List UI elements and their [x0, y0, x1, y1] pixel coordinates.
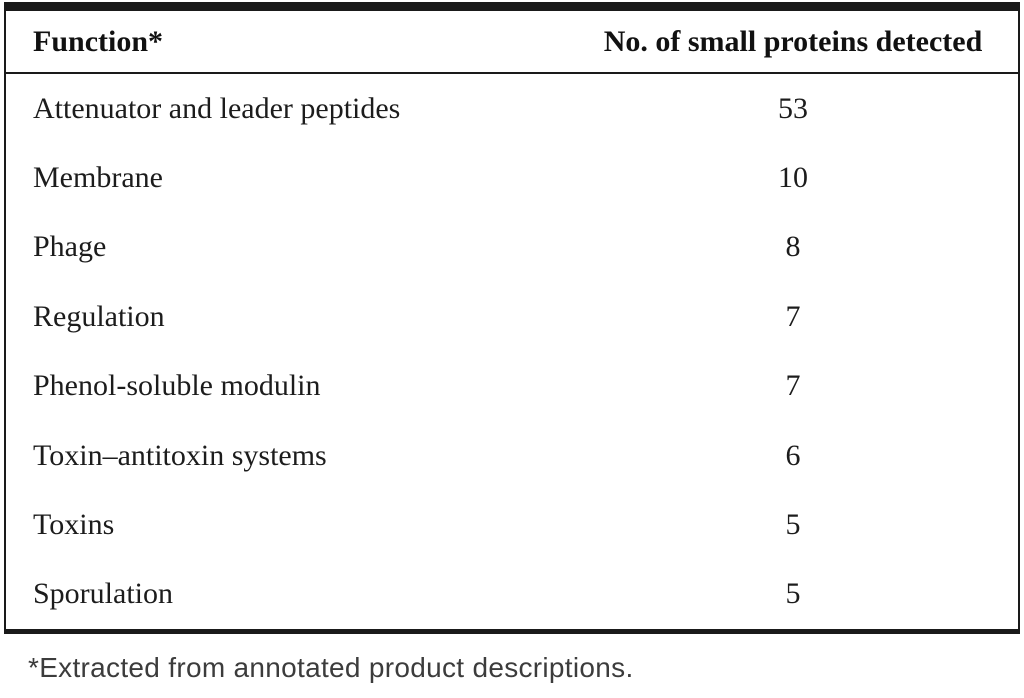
cell-count: 53: [778, 91, 808, 125]
column-header-function: Function*: [33, 24, 164, 58]
cell-count: 7: [785, 369, 801, 403]
cell-function: Membrane: [33, 161, 163, 195]
cell-count: 6: [785, 438, 801, 472]
cell-function: Toxins: [33, 507, 115, 541]
cell-count: 5: [785, 577, 801, 611]
cell-function: Phage: [33, 230, 107, 264]
cell-count: 8: [785, 230, 801, 264]
cell-function: Sporulation: [33, 577, 173, 611]
table-row: Phage 8: [6, 213, 1018, 282]
cell-function: Phenol-soluble modulin: [33, 369, 321, 403]
cell-function: Regulation: [33, 299, 165, 333]
cell-count: 5: [785, 507, 801, 541]
cell-function: Toxin–antitoxin systems: [33, 438, 327, 472]
cell-count: 7: [785, 299, 801, 333]
table-body: Attenuator and leader peptides 53 Membrane…: [6, 74, 1018, 629]
table-row: Toxins 5: [6, 490, 1018, 559]
column-header-count: No. of small proteins detected: [603, 24, 983, 58]
cell-count: 10: [778, 161, 808, 195]
table-row: Regulation 7: [6, 282, 1018, 351]
table-row: Toxin–antitoxin systems 6: [6, 421, 1018, 490]
table-header-row: Function* No. of small proteins detected: [6, 11, 1018, 74]
table-row: Phenol-soluble modulin 7: [6, 352, 1018, 421]
table-footnote: *Extracted from annotated product descri…: [28, 652, 634, 683]
table-row: Attenuator and leader peptides 53: [6, 74, 1018, 143]
small-proteins-table: Function* No. of small proteins detected…: [4, 2, 1020, 634]
cell-function: Attenuator and leader peptides: [33, 91, 401, 125]
table-row: Membrane 10: [6, 143, 1018, 212]
table-row: Sporulation 5: [6, 560, 1018, 629]
